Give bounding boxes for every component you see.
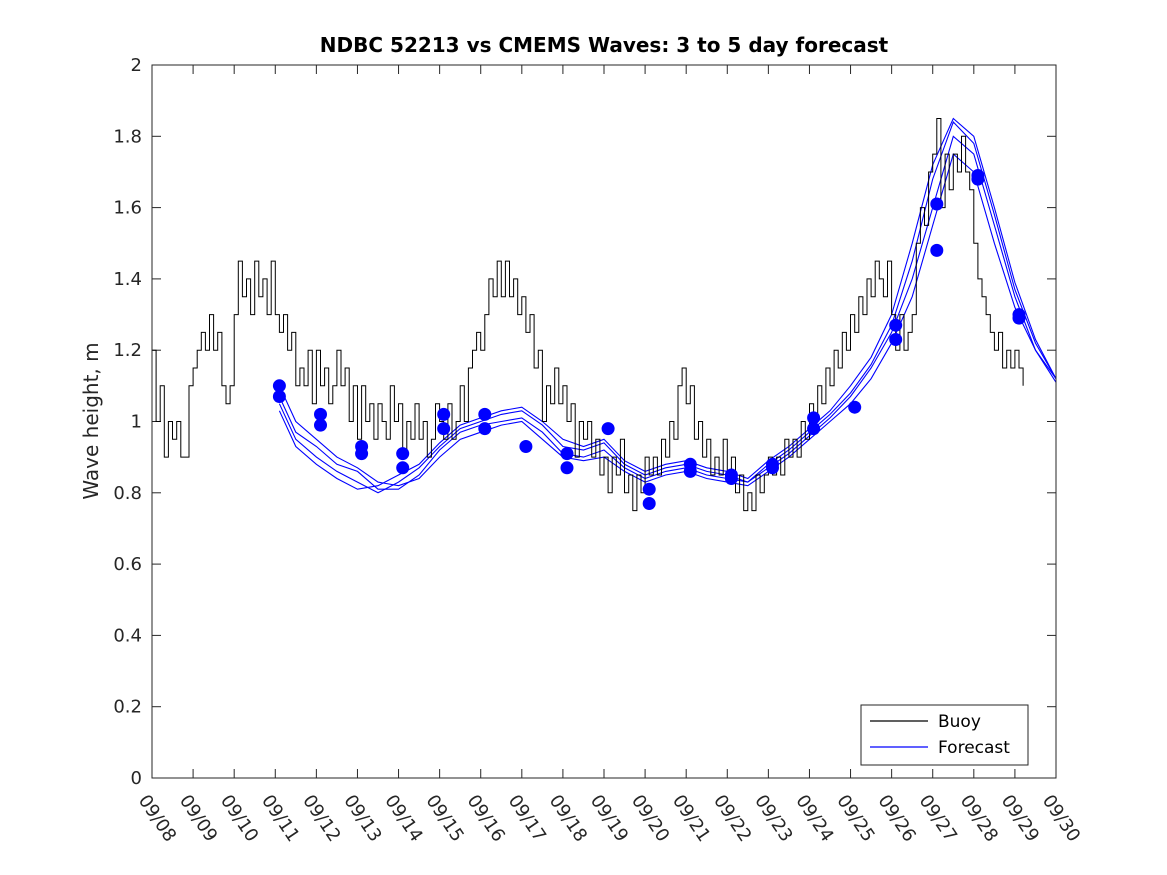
forecast-marker: [314, 418, 327, 432]
y-tick-label: 0.4: [113, 625, 142, 646]
forecast-marker: [1012, 311, 1026, 325]
forecast-marker: [478, 422, 492, 436]
y-tick-label: 1.4: [113, 269, 142, 290]
forecast-marker: [272, 379, 286, 393]
axis-ticks: [151, 64, 1057, 779]
y-tick-label: 1.2: [113, 340, 142, 361]
forecast-marker: [724, 472, 738, 485]
y-tick-label: 1.8: [113, 126, 142, 147]
series-layer: [152, 117, 1057, 512]
forecast-marker: [766, 461, 779, 475]
legend-buoy-label: Buoy: [938, 712, 981, 732]
forecast-marker: [930, 197, 944, 211]
forecast-marker: [642, 497, 656, 510]
forecast-marker: [560, 447, 574, 461]
forecast-line: [278, 153, 1057, 487]
y-tick-label: 2: [131, 55, 142, 76]
forecast-marker: [396, 447, 410, 461]
plot-frame: [151, 64, 1057, 779]
y-tick-label: 1: [131, 412, 142, 433]
forecast-marker: [848, 400, 862, 414]
forecast-marker: [437, 407, 451, 421]
forecast-line: [278, 135, 1057, 490]
forecast-marker: [601, 422, 615, 436]
y-axis-label: Wave height, m: [79, 342, 103, 499]
forecast-marker: [807, 411, 821, 425]
forecast-marker: [683, 464, 697, 478]
forecast-marker: [560, 461, 574, 475]
chart-title: NDBC 52213 vs CMEMS Waves: 3 to 5 day fo…: [320, 33, 889, 57]
legend-box: [860, 704, 1029, 766]
y-tick-label: 0.8: [113, 483, 142, 504]
forecast-marker: [930, 243, 944, 257]
y-tick-label: 1.6: [113, 198, 142, 219]
y-tick-labels: 0 0.2 0.4 0.6 0.8 1 1.2 1.4 1.6 1.8 2: [113, 55, 142, 789]
forecast-marker: [396, 461, 410, 475]
forecast-marker: [971, 172, 985, 186]
legend-forecast-label: Forecast: [938, 738, 1010, 758]
forecast-marker: [889, 318, 903, 332]
forecast-marker: [807, 422, 821, 436]
forecast-marker: [437, 422, 451, 436]
forecast-marker: [272, 390, 286, 403]
legend: Buoy Forecast: [860, 704, 1029, 766]
y-tick-label: 0.6: [113, 554, 142, 575]
forecast-line: [278, 120, 1057, 494]
y-tick-label: 0.2: [113, 697, 142, 718]
plot-area: [152, 65, 1056, 778]
forecast-marker: [355, 447, 369, 461]
forecast-marker: [889, 333, 903, 346]
buoy-line: [152, 118, 1024, 512]
forecast-marker: [642, 482, 656, 496]
forecast-marker: [478, 407, 492, 421]
y-tick-label: 0: [131, 768, 142, 789]
forecast-marker: [519, 440, 533, 453]
forecast-marker: [314, 407, 327, 421]
